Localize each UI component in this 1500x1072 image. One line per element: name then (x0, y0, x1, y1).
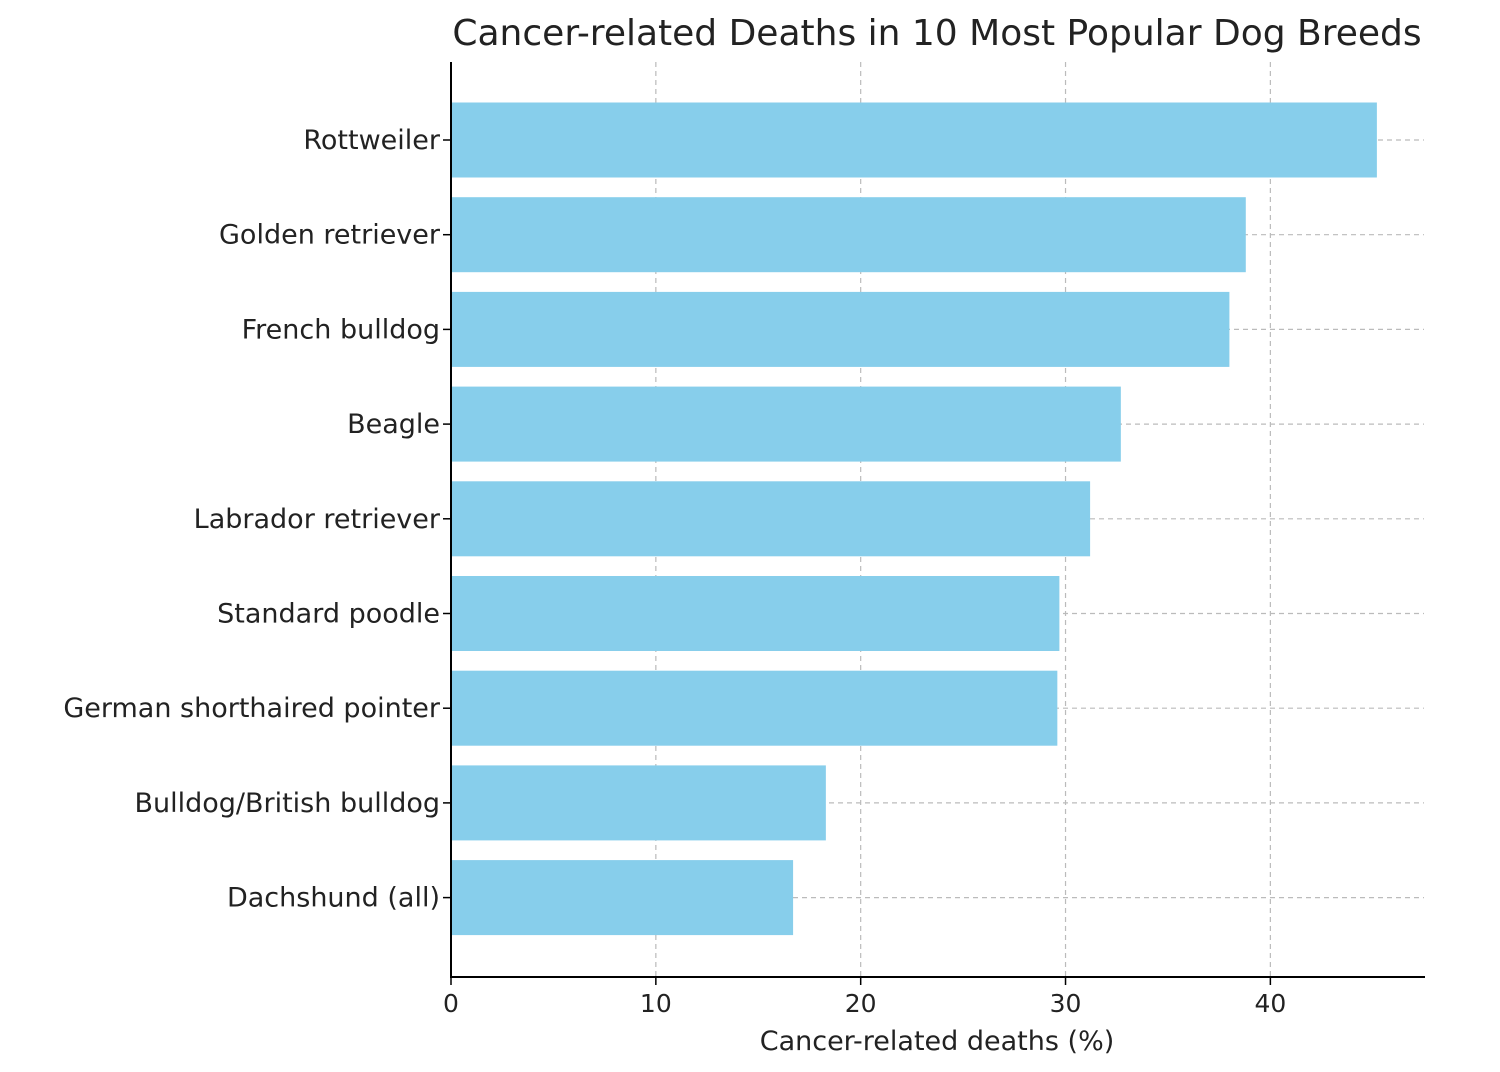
bar (451, 670, 1058, 746)
bar (451, 102, 1377, 178)
y-tick-label: German shorthaired pointer (63, 693, 441, 724)
y-tick-label: Dachshund (all) (227, 883, 440, 914)
y-tick-label: Rottweiler (303, 125, 441, 156)
bar (451, 860, 794, 936)
y-tick-labels: Rottweiler Golden retriever French bulldog… (63, 125, 451, 914)
x-tick-labels: 0 10 20 30 40 (443, 977, 1286, 1018)
y-tick-label: Labrador retriever (194, 504, 441, 535)
x-tick-label: 40 (1254, 989, 1286, 1018)
y-tick-label: French bulldog (242, 314, 440, 345)
x-tick-label: 0 (443, 989, 459, 1018)
bar (451, 765, 826, 841)
x-axis-label: Cancer-related deaths (%) (760, 1026, 1115, 1057)
x-tick-label: 20 (845, 989, 877, 1018)
chart-title: Cancer-related Deaths in 10 Most Popular… (452, 13, 1421, 54)
bar (451, 481, 1091, 557)
y-tick-label: Standard poodle (217, 599, 440, 630)
bars (451, 102, 1377, 936)
bar (451, 197, 1246, 273)
bar (451, 291, 1230, 367)
x-tick-label: 30 (1050, 989, 1082, 1018)
y-tick-label: Bulldog/British bulldog (134, 788, 440, 819)
x-tick-label: 10 (640, 989, 672, 1018)
bar (451, 576, 1060, 651)
bar (451, 386, 1121, 462)
y-tick-label: Beagle (347, 409, 440, 440)
y-tick-label: Golden retriever (219, 220, 441, 251)
